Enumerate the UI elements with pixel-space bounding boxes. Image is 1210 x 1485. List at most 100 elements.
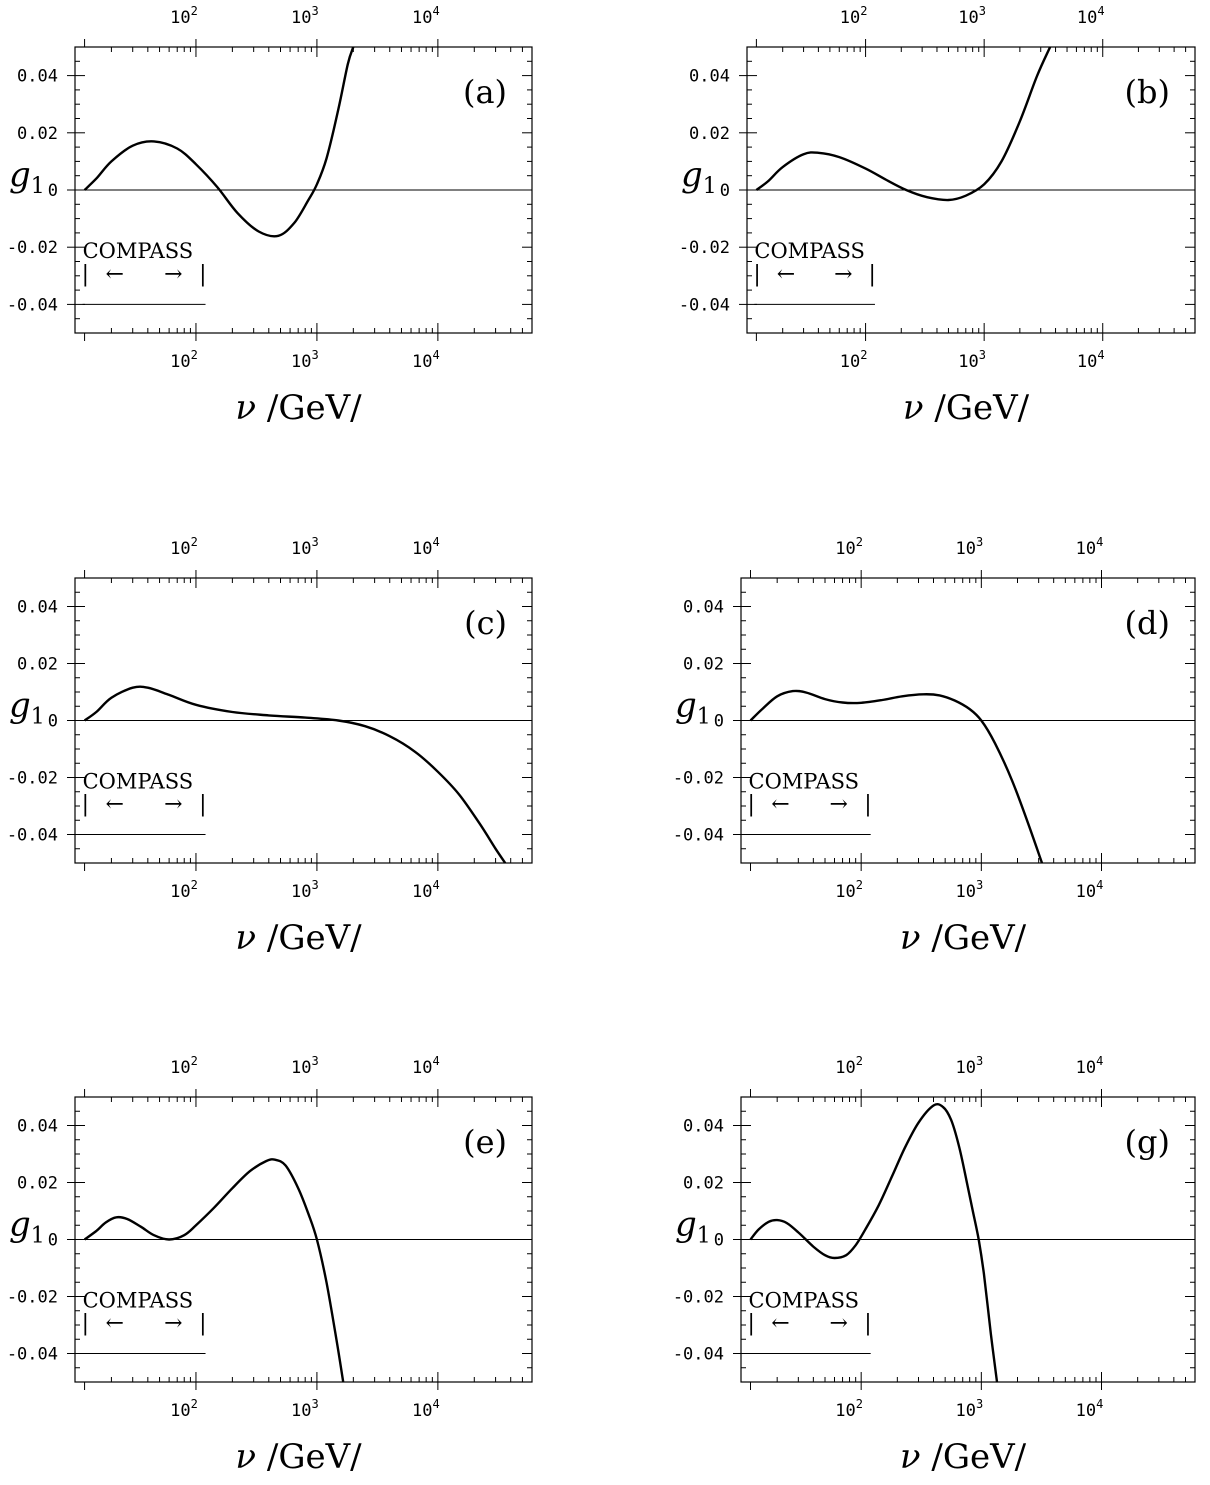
y-tick-label: -0.02 [673, 1288, 724, 1308]
y-axis-label: g1 [681, 155, 717, 199]
x-tick-label-top: 103 [955, 1054, 983, 1078]
x-tick-label-bottom: 103 [958, 348, 986, 372]
compass-label: COMPASS [83, 1288, 194, 1312]
y-tick-label: -0.04 [7, 295, 58, 315]
x-tick-label-bottom: 104 [412, 348, 440, 372]
x-tick-label-bottom: 103 [955, 1397, 983, 1421]
panel-label: (g) [1125, 1123, 1170, 1161]
x-axis-label: ν /GeV/ [235, 1437, 362, 1477]
data-curve-series-1 [83, 685, 507, 864]
x-tick-label-top: 102 [170, 4, 198, 28]
data-curve-series-1 [749, 1103, 999, 1383]
x-tick-label-bottom: 103 [955, 878, 983, 902]
x-tick-label-top: 102 [835, 1054, 863, 1078]
y-tick-label: 0 [48, 712, 58, 732]
x-tick-label-bottom: 102 [170, 348, 198, 372]
panel-label: (e) [463, 1123, 507, 1161]
x-tick-label-bottom: 102 [170, 878, 198, 902]
x-tick-label-bottom: 104 [1076, 878, 1104, 902]
y-tick-label: 0.04 [683, 1117, 724, 1137]
compass-label: COMPASS [749, 769, 860, 793]
x-tick-label-top: 104 [1076, 1054, 1104, 1078]
chart-panel-5: 102 102 103 103 104 104 0.04 0.02 0 -0.02 -0.04 g1 ν… [7, 1054, 533, 1477]
panel-label: (d) [1125, 604, 1170, 642]
compass-label: COMPASS [83, 239, 194, 263]
y-tick-label: 0 [720, 181, 730, 201]
y-tick-label: 0.02 [689, 124, 730, 144]
y-tick-label: -0.04 [7, 826, 58, 846]
x-tick-label-top: 104 [1076, 535, 1104, 559]
x-tick-label-top: 104 [412, 4, 440, 28]
y-tick-label: -0.04 [679, 295, 730, 315]
y-axis-label: g1 [9, 686, 45, 730]
y-tick-label: 0.02 [17, 1174, 58, 1194]
x-tick-label-bottom: 103 [291, 348, 319, 372]
y-axis-label: g1 [675, 686, 711, 730]
y-tick-label: 0.04 [689, 67, 730, 87]
y-tick-label: 0.02 [17, 124, 58, 144]
data-curve-series-1 [749, 689, 1044, 864]
y-tick-label: 0.02 [683, 1174, 724, 1194]
x-tick-label-top: 102 [170, 535, 198, 559]
y-tick-label: -0.02 [7, 238, 58, 258]
x-tick-label-bottom: 104 [412, 1397, 440, 1421]
x-axis-label: ν /GeV/ [900, 1437, 1027, 1477]
x-tick-label-bottom: 102 [835, 878, 863, 902]
x-tick-label-bottom: 104 [1077, 348, 1105, 372]
y-tick-label: 0 [48, 181, 58, 201]
compass-range-arrows: |← →| [82, 262, 207, 287]
y-tick-label: 0.04 [17, 67, 58, 87]
y-tick-label: 0.04 [17, 1117, 58, 1137]
x-axis-label: ν /GeV/ [903, 388, 1030, 428]
y-tick-label: -0.04 [7, 1345, 58, 1365]
compass-label: COMPASS [749, 1288, 860, 1312]
panel-label: (a) [463, 73, 507, 111]
chart-panel-3: 102 102 103 103 104 104 0.04 0.02 0 -0.02 -0.04 g1 ν… [7, 535, 533, 958]
y-tick-label: 0 [714, 712, 724, 732]
y-tick-label: 0 [714, 1231, 724, 1251]
x-tick-label-top: 104 [412, 1054, 440, 1078]
x-tick-label-bottom: 102 [170, 1397, 198, 1421]
y-tick-label: 0.04 [683, 598, 724, 618]
y-axis-label: g1 [675, 1205, 711, 1249]
y-tick-label: 0 [48, 1231, 58, 1251]
x-tick-label-bottom: 104 [412, 878, 440, 902]
y-tick-label: -0.02 [679, 238, 730, 258]
data-curve-series-1 [755, 46, 1052, 202]
compass-range-arrows: |← →| [82, 792, 207, 817]
x-tick-label-top: 102 [170, 1054, 198, 1078]
x-axis-label: ν /GeV/ [235, 388, 362, 428]
x-tick-label-top: 104 [412, 535, 440, 559]
y-tick-label: -0.02 [7, 1288, 58, 1308]
x-tick-label-top: 103 [955, 535, 983, 559]
data-curve-series-1 [83, 46, 355, 238]
compass-label: COMPASS [83, 769, 194, 793]
compass-range-arrows: |← →| [748, 1311, 872, 1336]
x-tick-label-bottom: 102 [840, 348, 868, 372]
y-tick-label: 0.04 [17, 598, 58, 618]
chart-panel-1: 102 102 103 103 104 104 0.04 0.02 0 -0.02 -0.04 g1 ν… [7, 4, 533, 428]
data-curve-series-1 [83, 1158, 345, 1383]
x-tick-label-top: 102 [840, 4, 868, 28]
y-tick-label: -0.04 [673, 826, 724, 846]
panel-label: (b) [1125, 73, 1170, 111]
y-tick-label: -0.02 [673, 769, 724, 789]
compass-range-arrows: |← →| [82, 1311, 207, 1336]
chart-panel-6: 102 102 103 103 104 104 0.04 0.02 0 -0.02 -0.04 g1 ν… [673, 1054, 1196, 1477]
x-tick-label-bottom: 103 [291, 1397, 319, 1421]
y-tick-label: 0.02 [683, 655, 724, 675]
compass-range-arrows: |← →| [748, 792, 872, 817]
chart-panel-4: 102 102 103 103 104 104 0.04 0.02 0 -0.02 -0.04 g1 ν… [673, 535, 1196, 958]
y-tick-label: -0.04 [673, 1345, 724, 1365]
compass-label: COMPASS [754, 239, 865, 263]
x-tick-label-top: 103 [291, 4, 319, 28]
x-tick-label-top: 102 [835, 535, 863, 559]
panel-label: (c) [464, 604, 507, 642]
x-axis-label: ν /GeV/ [235, 918, 362, 958]
x-tick-label-top: 103 [291, 1054, 319, 1078]
y-axis-label: g1 [9, 1205, 45, 1249]
x-tick-label-bottom: 104 [1076, 1397, 1104, 1421]
x-tick-label-bottom: 102 [835, 1397, 863, 1421]
y-tick-label: -0.02 [7, 769, 58, 789]
